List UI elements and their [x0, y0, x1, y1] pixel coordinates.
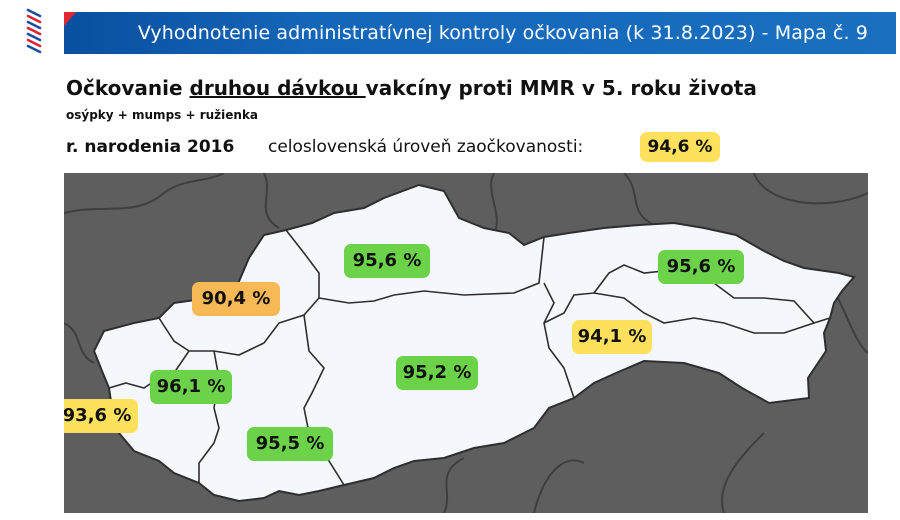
map-canvas [64, 173, 868, 513]
heading-underlined: druhou dávkou [189, 76, 366, 100]
birth-year: r. narodenia 2016 [66, 137, 235, 157]
region-value-badge: 90,4 % [192, 282, 280, 316]
region-value-badge: 96,1 % [150, 370, 232, 404]
region-value-badge: 95,2 % [396, 356, 478, 390]
region-value-badge: 95,5 % [247, 427, 333, 461]
header-title: Vyhodnotenie administratívnej kontroly o… [137, 22, 868, 44]
national-level-badge: 94,6 % [640, 132, 720, 162]
vaccine-components: osýpky + mumps + ružienka [66, 108, 259, 122]
slovakia-map: 93,6 % 96,1 % 90,4 % 95,5 % 95,6 % 95,2 % 95,6… [64, 173, 868, 513]
national-level-label: celoslovenská úroveň zaočkovanosti: [268, 137, 584, 157]
heading-prefix: Očkovanie [66, 76, 190, 100]
heading-suffix: vakcíny proti MMR v 5. roku života [365, 76, 757, 100]
institute-logo [26, 8, 42, 54]
region-value-badge: 93,6 % [64, 399, 138, 433]
region-value-badge: 95,6 % [344, 244, 430, 278]
region-value-badge: 94,1 % [572, 320, 652, 354]
map-heading: Očkovanie druhou dávkou vakcíny proti MM… [66, 76, 757, 100]
region-value-badge: 95,6 % [658, 250, 744, 284]
header-banner: Vyhodnotenie administratívnej kontroly o… [64, 12, 896, 54]
